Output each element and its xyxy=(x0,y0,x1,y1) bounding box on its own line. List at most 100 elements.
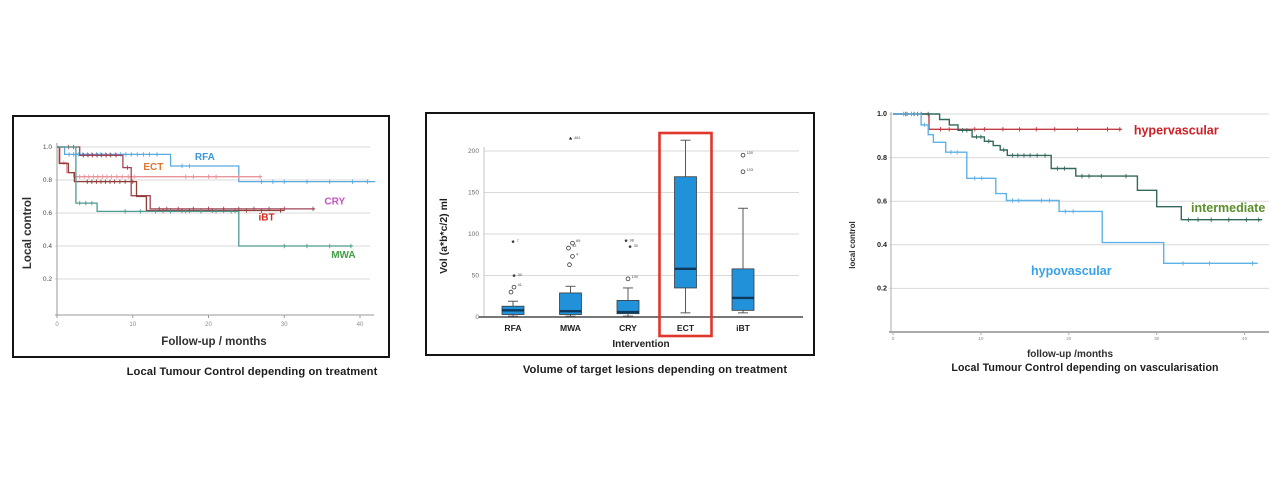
x-axis-title: Intervention xyxy=(612,339,669,350)
series-line xyxy=(57,146,376,183)
y-tick-label: 200 xyxy=(468,148,479,155)
x-tick-label: 30 xyxy=(1154,336,1160,341)
outlier-circle xyxy=(511,284,517,290)
y-tick-label: 50 xyxy=(472,273,480,280)
km-treatment-panel: 0 10 20 30 40 1.0 0.8 0.6 0.4 0.2 RFA ECT CRY iBT MWA F… xyxy=(12,115,390,358)
outlier-circle xyxy=(566,245,571,251)
axis-titles: Follow-up / months Local control xyxy=(22,197,267,348)
outlier-case-label: 461 xyxy=(574,136,580,140)
series-line xyxy=(893,113,1263,221)
outlier-star: * xyxy=(624,238,628,247)
series-label: MWA xyxy=(331,250,355,261)
y-axis-title: Local control xyxy=(22,197,34,269)
outlier-case-label: 100 xyxy=(632,275,638,279)
y-tick-label: 0.6 xyxy=(43,210,52,217)
outlier-case-label: 33 xyxy=(572,244,576,248)
x-tick-label: 40 xyxy=(357,322,364,328)
outlier-case-label: 4 xyxy=(576,252,578,256)
km-vascularisation-chart-svg: 0 10 20 30 40 1.0 0.8 0.6 0.4 0.2 hypervascular int… xyxy=(848,109,1269,360)
axis-ticks: 0 50 100 150 200 xyxy=(468,148,479,321)
outlier-case-label: 41 xyxy=(518,283,522,287)
outlier-circle xyxy=(740,152,746,158)
outlier-circle xyxy=(740,169,746,175)
series-iBT: iBT xyxy=(57,146,285,224)
y-axis-title: local control xyxy=(848,221,857,269)
series-label: CRY xyxy=(324,196,345,207)
x-tick-label: 20 xyxy=(205,322,212,328)
x-axis-title: Follow-up / months xyxy=(161,336,266,348)
km-vascularisation-caption: Local Tumour Control depending on vascul… xyxy=(951,362,1219,374)
axes xyxy=(889,112,1269,333)
boxplot-panel: 0 50 100 150 200 41 * 30 * 7 RFA 4 33 69 * 461 MWA 100 * 30… xyxy=(425,112,815,356)
axis-ticks: 0 10 20 30 40 1.0 0.8 0.6 0.4 0.2 xyxy=(877,109,1248,341)
category-label: MWA xyxy=(560,323,581,333)
iqr-box xyxy=(731,268,755,311)
box-CRY: 100* 30* 98 xyxy=(616,238,640,317)
x-axis-title: follow-up /months xyxy=(1027,349,1114,360)
outlier-circle xyxy=(570,254,575,259)
box-ECT xyxy=(674,139,697,314)
y-tick-label: 150 xyxy=(468,190,479,197)
series-label: ECT xyxy=(143,162,163,173)
y-tick-label: 1.0 xyxy=(43,144,52,151)
gridlines xyxy=(889,113,1269,289)
x-tick-label: 20 xyxy=(1066,336,1072,341)
series-line xyxy=(57,146,262,178)
category-label: CRY xyxy=(619,323,637,333)
outlier-circle xyxy=(625,276,631,282)
series-hypovascular: hypovascular xyxy=(893,111,1258,278)
series-label: hypervascular xyxy=(1134,123,1219,137)
category-label: iBT xyxy=(736,323,751,333)
km-vascularisation-panel: 0 10 20 30 40 1.0 0.8 0.6 0.4 0.2 hypervascular int… xyxy=(845,105,1277,363)
iqr-box xyxy=(616,299,640,315)
outlier-circle xyxy=(567,262,572,268)
category-label: ECT xyxy=(677,323,695,333)
axes xyxy=(55,143,374,316)
x-tick-label: 0 xyxy=(55,322,59,328)
series-intermediate: intermediate xyxy=(893,111,1265,222)
censor-marks xyxy=(903,111,1122,132)
box-RFA: 41* 30* 7 xyxy=(501,239,525,317)
series-MWA: MWA xyxy=(57,146,356,261)
outlier-case-label: 98 xyxy=(630,238,634,242)
iqr-box xyxy=(559,292,582,315)
series-label: intermediate xyxy=(1191,201,1265,215)
series-label: hypovascular xyxy=(1031,264,1112,278)
x-tick-label: 0 xyxy=(892,336,895,341)
outlier-star: * xyxy=(569,136,573,145)
censor-marks xyxy=(66,152,370,184)
series-ECT: ECT xyxy=(57,146,263,179)
y-tick-label: 0.8 xyxy=(877,153,887,162)
outlier-circle xyxy=(508,289,514,295)
outlier-case-label: 100 xyxy=(747,151,753,155)
y-tick-label: 1.0 xyxy=(877,109,887,118)
outlier-star: * xyxy=(628,244,632,253)
series-label: RFA xyxy=(195,152,215,163)
series-line xyxy=(893,113,1122,130)
outlier-case-label: 7 xyxy=(517,239,519,243)
outlier-case-label: 30 xyxy=(518,273,522,277)
outlier-case-label: 103 xyxy=(747,168,753,172)
axis-titles: Intervention Vol (a*b*c/2) ml xyxy=(438,198,670,350)
axis-titles: follow-up /months local control xyxy=(848,221,1113,360)
y-axis-title: Vol (a*b*c/2) ml xyxy=(438,198,450,274)
censor-marks xyxy=(901,111,1255,266)
axis-ticks: 0 10 20 30 40 1.0 0.8 0.6 0.4 0.2 xyxy=(43,144,364,328)
gridlines xyxy=(55,146,370,280)
outlier-star: * xyxy=(512,273,516,282)
outlier-star: * xyxy=(511,239,515,248)
y-tick-label: 0.4 xyxy=(43,243,52,250)
x-tick-label: 10 xyxy=(129,322,136,328)
category-label: RFA xyxy=(504,323,521,333)
km-treatment-chart-svg: 0 10 20 30 40 1.0 0.8 0.6 0.4 0.2 RFA ECT CRY iBT MWA F… xyxy=(22,143,376,348)
x-tick-label: 40 xyxy=(1242,336,1248,341)
ect-highlight-box xyxy=(658,131,713,338)
y-tick-label: 0.2 xyxy=(877,284,887,293)
boxplot-caption: Volume of target lesions depending on tr… xyxy=(522,364,788,376)
x-tick-label: 10 xyxy=(978,336,984,341)
y-tick-label: 0.4 xyxy=(877,240,887,249)
y-tick-label: 0.2 xyxy=(43,276,52,283)
series-line xyxy=(57,146,285,212)
